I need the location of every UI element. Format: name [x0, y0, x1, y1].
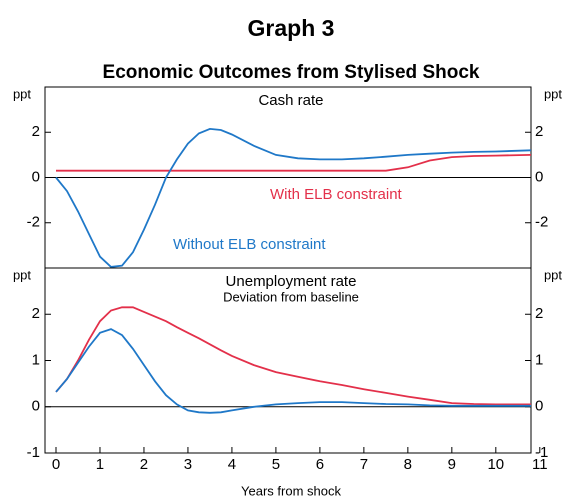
panel-title: Cash rate — [258, 92, 323, 109]
y-tick-label: -2 — [27, 214, 40, 231]
x-tick-label: 7 — [360, 456, 368, 473]
panel-title: Unemployment rate — [226, 273, 357, 290]
y-tick-label: 1 — [32, 351, 40, 368]
chart-subtitle: Economic Outcomes from Stylised Shock — [103, 62, 480, 83]
y-tick-label: 0 — [32, 168, 40, 185]
panel-subtitle: Deviation from baseline — [223, 289, 359, 304]
y-tick-label: 2 — [32, 305, 40, 322]
x-tick-label: 1 — [96, 456, 104, 473]
line-series — [55, 127, 532, 268]
x-tick-label: 10 — [487, 456, 504, 473]
y2-tick-label: 2 — [535, 305, 543, 322]
line-series — [55, 328, 531, 414]
series-label: With ELB constraint — [270, 186, 403, 203]
y-tick-label: 0 — [32, 398, 40, 415]
chart-title: Graph 3 — [248, 15, 335, 41]
y-tick-label: 2 — [32, 123, 40, 140]
line-series — [55, 306, 531, 406]
line-series — [56, 154, 532, 172]
x-tick-label: 6 — [316, 456, 324, 473]
series-label: Without ELB constraint — [173, 236, 326, 253]
x-tick-label: 11 — [532, 456, 548, 473]
y-axis-unit: ppt — [13, 86, 31, 101]
x-tick-label: 9 — [448, 456, 456, 473]
y-tick-label: -1 — [27, 444, 40, 461]
x-tick-label: 2 — [140, 456, 148, 473]
x-axis-label: Years from shock — [241, 483, 341, 498]
y2-tick-label: -1 — [535, 444, 548, 461]
y-axis-unit: ppt — [13, 267, 31, 282]
y2-tick-label: 0 — [535, 398, 543, 415]
x-tick-label: 5 — [272, 456, 280, 473]
x-tick-label: 4 — [228, 456, 236, 473]
x-tick-label: 0 — [52, 456, 60, 473]
y2-axis-unit: ppt — [544, 267, 562, 282]
x-tick-label: 8 — [404, 456, 412, 473]
y2-axis-unit: ppt — [544, 86, 562, 101]
y2-tick-label: -2 — [535, 214, 548, 231]
x-tick-label: 3 — [184, 456, 192, 473]
y2-tick-label: 2 — [535, 123, 543, 140]
y2-tick-label: 1 — [535, 351, 543, 368]
y2-tick-label: 0 — [535, 168, 543, 185]
